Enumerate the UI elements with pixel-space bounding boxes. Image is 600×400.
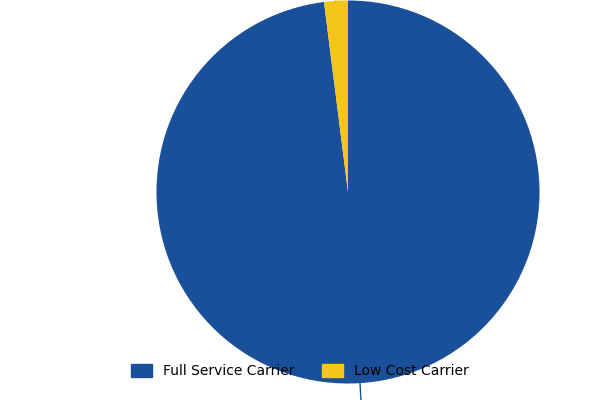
Text: 2.0%: 2.0%	[309, 0, 351, 1]
Wedge shape	[324, 0, 348, 192]
Text: 98.0%: 98.0%	[337, 383, 389, 400]
Wedge shape	[157, 0, 539, 384]
Legend: Full Service Carrier, Low Cost Carrier: Full Service Carrier, Low Cost Carrier	[124, 357, 476, 385]
